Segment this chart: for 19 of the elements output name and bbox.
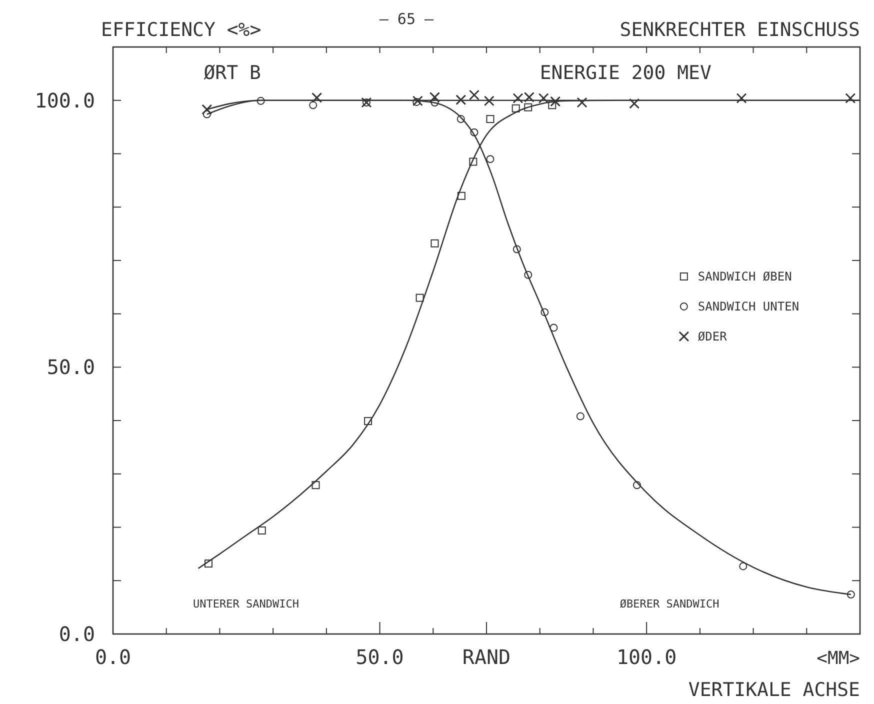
x-tick-label: RAND [462, 645, 511, 669]
legend-label: ØDER [698, 330, 728, 344]
x-tick-label: 50.0 [356, 645, 404, 669]
legend-label: SANDWICH ØBEN [698, 270, 792, 284]
y-axis-title: EFFICIENCY <%> [101, 19, 262, 41]
y-tick-label: 100.0 [34, 88, 95, 112]
annotation: ØBERER SANDWICH [620, 597, 720, 610]
annotation: UNTERER SANDWICH [193, 597, 300, 610]
chart-title: SENKRECHTER EINSCHUSS [620, 19, 860, 41]
y-tick-label: 0.0 [58, 622, 95, 646]
x-tick-label: 0.0 [94, 645, 132, 669]
text: <MM> [816, 648, 860, 669]
x-axis-title: VERTIKALE ACHSE [688, 679, 860, 701]
text: — 65 — [379, 10, 435, 28]
legend-label: SANDWICH UNTEN [698, 300, 800, 314]
x-tick-label: 100.0 [616, 645, 677, 669]
y-tick-label: 50.0 [46, 355, 95, 380]
annotation: ENERGIE 200 MEV [540, 62, 712, 84]
annotation: ØRT B [204, 62, 261, 84]
